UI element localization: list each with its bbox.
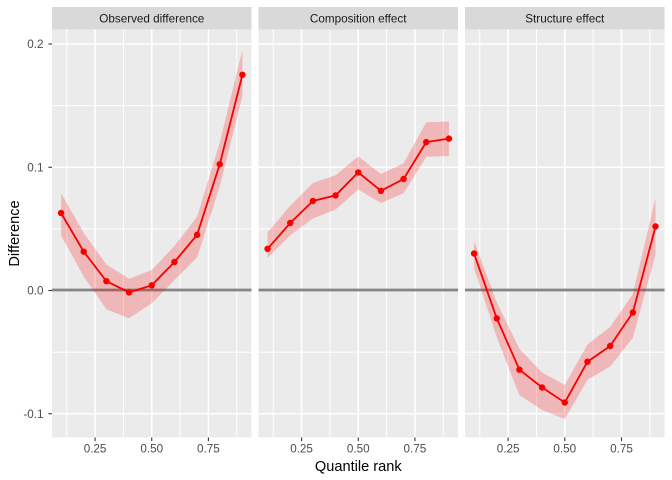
svg-text:0.25: 0.25 xyxy=(84,443,107,456)
svg-text:0.50: 0.50 xyxy=(553,443,576,456)
svg-text:0.0: 0.0 xyxy=(27,285,44,298)
svg-text:Quantile rank: Quantile rank xyxy=(315,459,403,475)
svg-text:-0.1: -0.1 xyxy=(23,408,43,421)
svg-text:Difference: Difference xyxy=(7,200,23,266)
svg-text:0.1: 0.1 xyxy=(27,161,43,174)
svg-text:Observed difference: Observed difference xyxy=(99,12,204,25)
svg-text:Composition effect: Composition effect xyxy=(310,12,407,25)
svg-text:0.25: 0.25 xyxy=(497,443,520,456)
svg-text:0.75: 0.75 xyxy=(404,443,427,456)
svg-text:0.2: 0.2 xyxy=(27,38,43,51)
svg-text:0.75: 0.75 xyxy=(197,443,220,456)
svg-text:0.25: 0.25 xyxy=(290,443,313,456)
svg-text:0.50: 0.50 xyxy=(347,443,370,456)
svg-text:0.50: 0.50 xyxy=(140,443,163,456)
svg-text:Structure effect: Structure effect xyxy=(525,12,605,25)
svg-text:0.75: 0.75 xyxy=(610,443,633,456)
